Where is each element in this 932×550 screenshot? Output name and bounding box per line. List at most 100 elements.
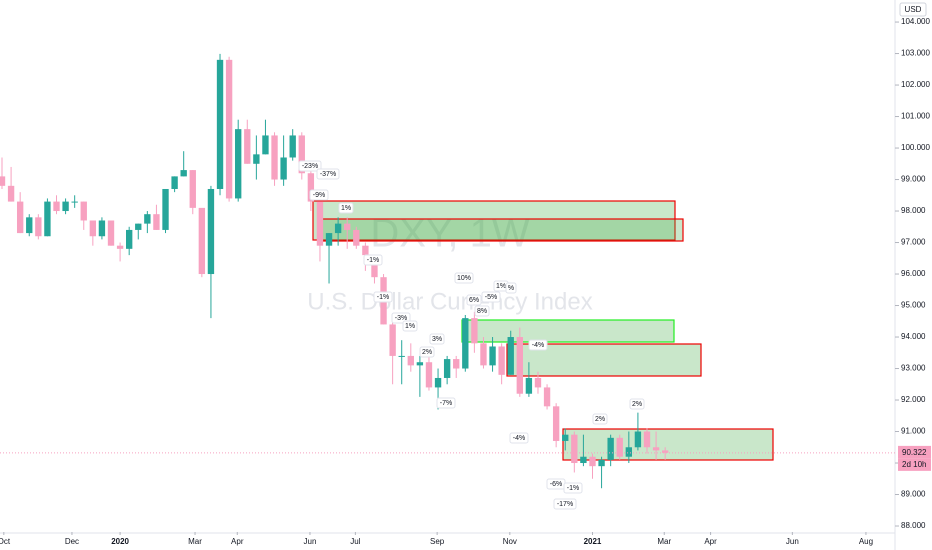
- annotation: 8%: [477, 308, 487, 315]
- candle-body: [171, 176, 178, 189]
- candle-body: [334, 223, 342, 234]
- annotation-box: [528, 339, 548, 351]
- zone: [321, 218, 684, 242]
- annotation: -4%: [513, 435, 525, 442]
- candle-body: [7, 185, 15, 202]
- annotation-box: [373, 291, 393, 303]
- x-tick-label: Jun: [304, 537, 317, 546]
- candle-body: [616, 437, 623, 457]
- candle-body: [516, 337, 523, 394]
- watermark-subtitle: U.S. Dollar Currency Index: [307, 288, 592, 315]
- countdown-box: [898, 458, 931, 471]
- candle-body: [661, 450, 669, 453]
- annotation: -1%: [377, 294, 389, 301]
- candle-body: [425, 362, 433, 388]
- zone: [506, 343, 702, 377]
- annotation: 2%: [632, 401, 642, 408]
- annotation: 1%: [405, 323, 415, 330]
- y-tick-label: 101.000: [901, 112, 930, 121]
- candle-body: [552, 406, 560, 441]
- annotation-box: [363, 254, 383, 266]
- candle-body: [353, 229, 360, 246]
- annotation-box: [402, 320, 418, 332]
- y-tick-label: 94.000: [901, 332, 926, 341]
- annotation-box: [563, 482, 583, 494]
- x-tick-label: Aug: [859, 537, 873, 546]
- annotation-box: [309, 189, 329, 201]
- candle-body: [189, 170, 196, 208]
- candle-body: [35, 217, 42, 237]
- currency-box[interactable]: [899, 2, 927, 17]
- annotation-box: [474, 305, 490, 317]
- candle-body: [98, 220, 106, 237]
- candle-body: [198, 207, 206, 275]
- candle-body: [443, 359, 451, 378]
- candle-body: [371, 255, 378, 278]
- y-tick-label: 92.000: [901, 395, 926, 404]
- x-tick-label: Mar: [188, 537, 202, 546]
- candle-body: [71, 201, 78, 203]
- candle-body: [453, 359, 460, 369]
- annotation-box: [298, 160, 322, 172]
- y-tick-label: 95.000: [901, 301, 926, 310]
- candle-body: [489, 346, 496, 366]
- candle-body: [625, 447, 633, 457]
- y-tick-label: 93.000: [901, 364, 926, 373]
- annotation: 1%: [496, 283, 506, 290]
- candle-body: [434, 377, 442, 388]
- candle-body: [462, 318, 469, 369]
- annotation-box: [509, 432, 529, 444]
- candle-body: [180, 170, 187, 177]
- candle-body: [262, 135, 269, 155]
- candle-body: [53, 201, 60, 212]
- x-tick-label: Dec: [65, 537, 79, 546]
- candle-body: [589, 456, 596, 467]
- candle-body: [289, 135, 296, 158]
- annotation: 10%: [457, 275, 471, 282]
- y-tick-label: 88.000: [901, 521, 926, 530]
- annotation: -6%: [550, 481, 562, 488]
- annotation: -4%: [532, 342, 544, 349]
- annotation-box: [592, 413, 608, 425]
- candle-body: [362, 245, 369, 256]
- candle-body: [634, 431, 642, 448]
- candle-body: [598, 459, 605, 467]
- annotation: -1%: [567, 485, 579, 492]
- x-tick-label: Jun: [786, 537, 799, 546]
- candle-body: [562, 434, 569, 441]
- candle-body: [316, 201, 324, 246]
- candle-body: [398, 355, 405, 357]
- annotation-box: [505, 282, 517, 294]
- zone: [562, 428, 774, 461]
- annotation: 3%: [432, 336, 442, 343]
- annotation-box: [316, 168, 340, 180]
- candle-body: [116, 245, 124, 249]
- candle-body: [153, 214, 160, 230]
- candle-body: [135, 223, 142, 230]
- candle-body: [298, 135, 305, 174]
- x-tick-label: 2021: [584, 537, 602, 546]
- y-tick-label: 100.000: [901, 143, 930, 152]
- drawings: [312, 200, 774, 461]
- y-tick-label: 89.000: [901, 490, 926, 499]
- candle-body: [244, 129, 251, 164]
- candle-body: [126, 229, 133, 249]
- annotation: 2%: [595, 416, 605, 423]
- annotation: 6%: [469, 297, 479, 304]
- y-tick-label: 104.000: [901, 17, 930, 26]
- annotation-box: [429, 333, 445, 345]
- annotation: %: [508, 285, 514, 292]
- candle-body: [643, 431, 651, 448]
- candle-body: [253, 154, 260, 164]
- x-tick-label: 2020: [111, 537, 129, 546]
- candle-body: [607, 437, 614, 460]
- candle-body: [407, 355, 414, 366]
- currency: USD: [905, 5, 922, 14]
- annotation: -9%: [313, 192, 325, 199]
- annotation-box: [553, 498, 577, 510]
- y-tick-label: 97.000: [901, 238, 926, 247]
- y-tick-label: 98.000: [901, 206, 926, 215]
- countdown: 2d 10h: [902, 460, 926, 469]
- y-tick-label: 91.000: [901, 427, 926, 436]
